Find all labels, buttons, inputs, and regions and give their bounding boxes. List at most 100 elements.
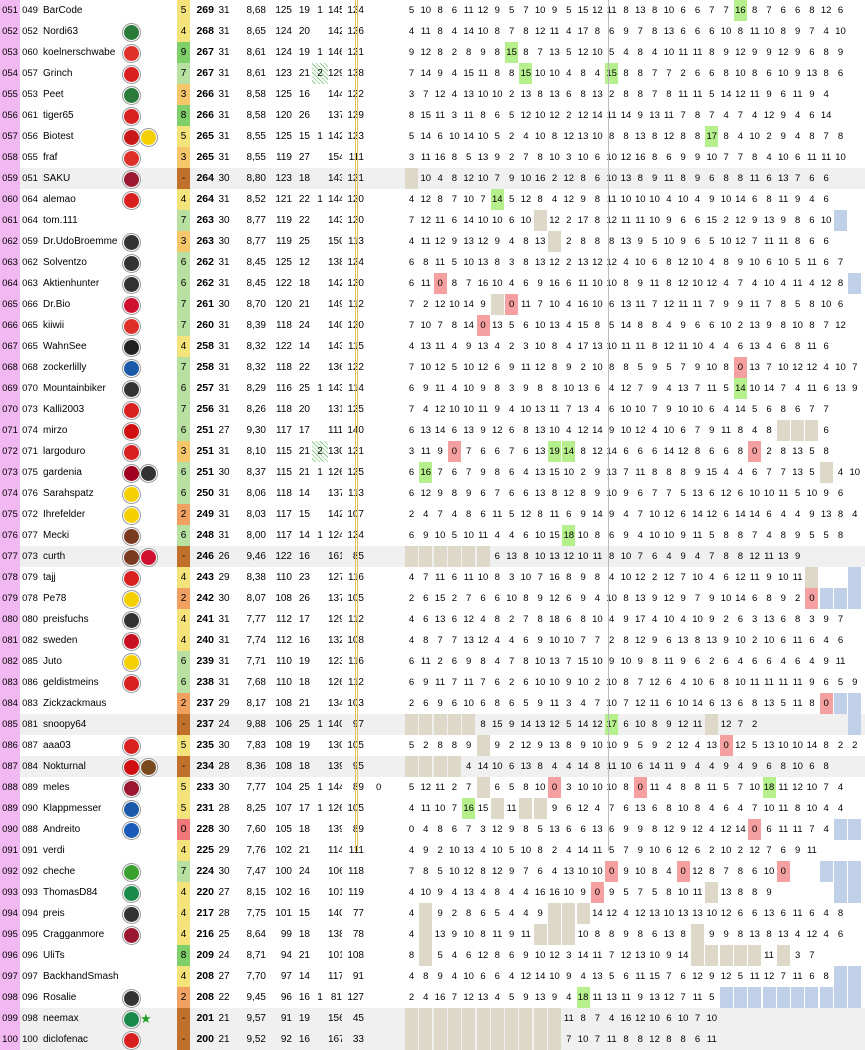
matchday-points: 12 [563, 131, 575, 142]
matchday-points: 12 [420, 782, 432, 793]
matchday-points: 8 [637, 929, 643, 940]
matchday-points: 6 [451, 656, 458, 667]
points-cell: 263 [196, 235, 214, 247]
matchday-points: 5 [823, 530, 829, 541]
matchday-points: 8 [794, 614, 801, 625]
matchday-points: 7 [437, 509, 443, 520]
matchday-points: 11 [764, 950, 774, 961]
player-name: curth [43, 551, 66, 562]
matchday-points: 8 [737, 887, 744, 898]
points-cell: 250 [196, 487, 214, 499]
matchday-points: 9 [709, 929, 715, 940]
matchday-points: 13 [577, 404, 589, 415]
stat-cell: 99 [280, 929, 292, 940]
matchday-points: 6 [451, 824, 458, 835]
matchday-points: 10 [477, 215, 489, 226]
matchday-points: 14 [592, 509, 603, 520]
matchday-points: 4 [709, 761, 715, 772]
matchday-points: 10 [720, 26, 732, 37]
stat-cell: 15 [298, 908, 310, 919]
matchday-points: 13 [549, 89, 560, 100]
matchday-points: 13 [477, 992, 489, 1003]
matchday-points: 2 [423, 740, 429, 751]
matchday-points: 9 [466, 341, 472, 352]
matchday-points: 9 [580, 593, 586, 604]
points-cell: 233 [196, 781, 214, 793]
matchday-points: 0 [776, 861, 790, 882]
matchday-points: 10 [763, 278, 775, 289]
matchday-points: 7 [637, 551, 643, 562]
stat-cell: 8,36 [246, 761, 266, 772]
matchday-points: 9 [809, 89, 815, 100]
matchday-points: 2 [566, 215, 572, 226]
matchday-points: 4 [823, 803, 829, 814]
matchday-points: 9 [609, 509, 615, 520]
stat-cell: 122 [341, 357, 364, 378]
matchday-points: 12 [434, 89, 446, 100]
matchday-points: 7 [651, 68, 658, 79]
matchday-points: 8 [623, 68, 629, 79]
matchday-points: 9 [423, 677, 429, 688]
stat-cell: 26 [298, 593, 310, 604]
matchday-points: 10 [534, 5, 546, 16]
matchday-points: 15 [649, 971, 660, 982]
matchday-points: 11 [778, 236, 789, 247]
matchday-points: 7 [480, 677, 486, 688]
matchday-points: 10 [820, 299, 832, 310]
rank-cell: 084 [0, 693, 20, 714]
matchday-points: 5 [523, 698, 529, 709]
previous-rank-cell: 064 [22, 194, 38, 205]
matchday-points: 12 [549, 950, 560, 961]
delta-badge: 5 [177, 777, 190, 798]
previous-rank-cell: 060 [22, 47, 38, 58]
matchday-points: 4 [766, 152, 772, 163]
matchday-points: 12 [635, 698, 646, 709]
matchday-points: 6 [752, 194, 758, 205]
delta-badge: - [177, 1008, 190, 1029]
player-name: Grinch [43, 68, 73, 79]
matchday-points: 4 [666, 383, 672, 394]
matchday-points: 10 [778, 740, 789, 751]
matchday-points: 4 [651, 47, 658, 58]
rank-cell: 079 [0, 588, 20, 609]
matchday-points: 7 [523, 152, 529, 163]
union-icon [123, 759, 140, 776]
matchday-points: 9 [709, 194, 715, 205]
matchday-points: 7 [709, 110, 715, 121]
matchday-points: 9 [794, 26, 801, 37]
delta-badge: 3 [177, 231, 190, 252]
matchday-points: 6 [694, 236, 701, 247]
matchday-points: 6 [809, 47, 815, 58]
matchday-points [776, 945, 790, 966]
matchday-points: 8 [823, 47, 829, 58]
stat-cell: 108 [347, 950, 364, 961]
matchday-points: 9 [551, 803, 558, 814]
matchday-points: 10 [606, 341, 617, 352]
dortmund-icon [140, 129, 157, 146]
delta-badge: 3 [177, 441, 190, 462]
stat-cell: 8,37 [246, 467, 266, 478]
matchday-points: 11 [549, 404, 560, 415]
matchday-points: 7 [423, 572, 429, 583]
table-row: 054057Grinch7267318,61123212129138714941… [0, 63, 865, 84]
matchday-points: 8 [651, 320, 658, 331]
matchday-points: 8 [823, 971, 829, 982]
delta-badge: 5 [177, 126, 190, 147]
stat-cell: 112 [341, 672, 364, 693]
matchday-points: 9 [508, 173, 515, 184]
stat-cell: 117 [276, 509, 292, 520]
stat-cell: 120 [341, 315, 364, 336]
stat-cell: 30 [218, 215, 230, 226]
matchday-points: 9 [523, 383, 529, 394]
matchday-points: 11 [835, 656, 846, 667]
matchday-points: 4 [823, 824, 829, 835]
stat-cell: 146 [328, 47, 342, 58]
points-cell: 235 [196, 739, 214, 751]
matchday-points: 5 [651, 887, 658, 898]
matchday-points: 8 [694, 782, 701, 793]
stat-cell: 124 [275, 26, 292, 37]
matchday-points: 15 [477, 803, 489, 814]
matchday-points: 5 [537, 824, 543, 835]
stat-cell: 116 [276, 383, 292, 394]
matchday-points: 9 [694, 152, 701, 163]
